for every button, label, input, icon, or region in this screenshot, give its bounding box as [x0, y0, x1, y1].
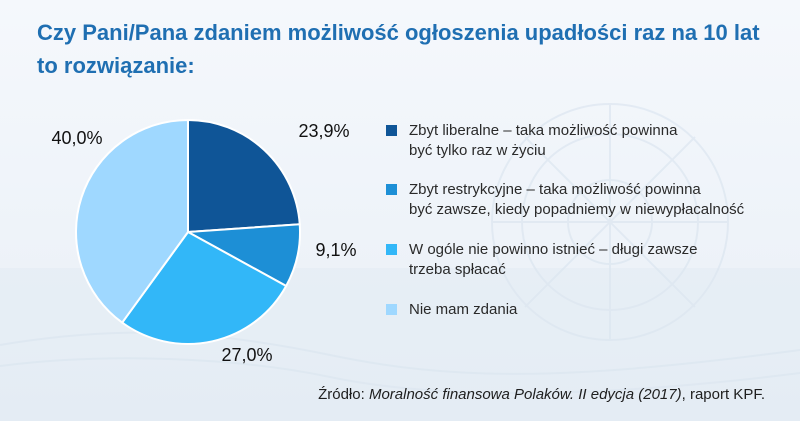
legend-label: Zbyt liberalne – taka możliwość powinna … [409, 121, 677, 161]
legend-label-line: Zbyt liberalne – taka możliwość powinna [409, 122, 678, 139]
legend-swatch [386, 184, 397, 195]
legend-label: Zbyt restrykcyjne – taka możliwość powin… [409, 180, 744, 220]
source-prefix: Źródło: [318, 386, 369, 403]
pie-slice-label: 9,1% [315, 240, 356, 260]
pie-slices [75, 118, 301, 345]
legend-label-line: Nie mam zdania [409, 301, 518, 318]
legend-label-line: Zbyt restrykcyjne – taka możliwość powin… [409, 181, 701, 198]
pie-slice [187, 118, 301, 234]
legend-swatch [386, 125, 397, 136]
chart-title: Czy Pani/Pana zdaniem możliwość ogłoszen… [37, 16, 777, 82]
source-suffix: , raport KPF. [681, 386, 765, 403]
legend-item: Zbyt liberalne – taka możliwość powinna … [386, 121, 786, 161]
legend-label: W ogóle nie powinno istnieć – długi zaws… [409, 240, 698, 280]
legend-label-line: być tylko raz w życiu [409, 142, 546, 159]
legend-label-line: W ogóle nie powinno istnieć – długi zaws… [409, 241, 698, 258]
chart-title-line-1: Czy Pani/Pana zdaniem możliwość ogłoszen… [37, 20, 760, 45]
source-title: Moralność finansowa Polaków. II edycja (… [368, 386, 682, 403]
pie-slice [120, 230, 288, 345]
legend-swatch [386, 244, 397, 255]
legend-swatch [386, 304, 397, 315]
pie-slice-label: 23,9% [298, 121, 349, 141]
chart-title-line-2: to rozwiązanie: [37, 53, 195, 78]
pie-slice-label: 27,0% [221, 345, 272, 365]
legend-label-line: trzeba spłacać [409, 261, 506, 278]
legend-label-line: być zawsze, kiedy popadniemy w niewypłac… [409, 201, 745, 218]
legend-item: Zbyt restrykcyjne – taka możliwość powin… [386, 180, 786, 220]
pie-slice-label: 40,0% [51, 128, 102, 148]
legend-item: W ogóle nie powinno istnieć – długi zaws… [386, 240, 786, 280]
legend-label: Nie mam zdania [409, 300, 517, 320]
legend-item: Nie mam zdania [386, 300, 786, 320]
pie-slice [75, 118, 189, 325]
source-note: Źródło: Moralność finansowa Polaków. II … [318, 385, 765, 405]
